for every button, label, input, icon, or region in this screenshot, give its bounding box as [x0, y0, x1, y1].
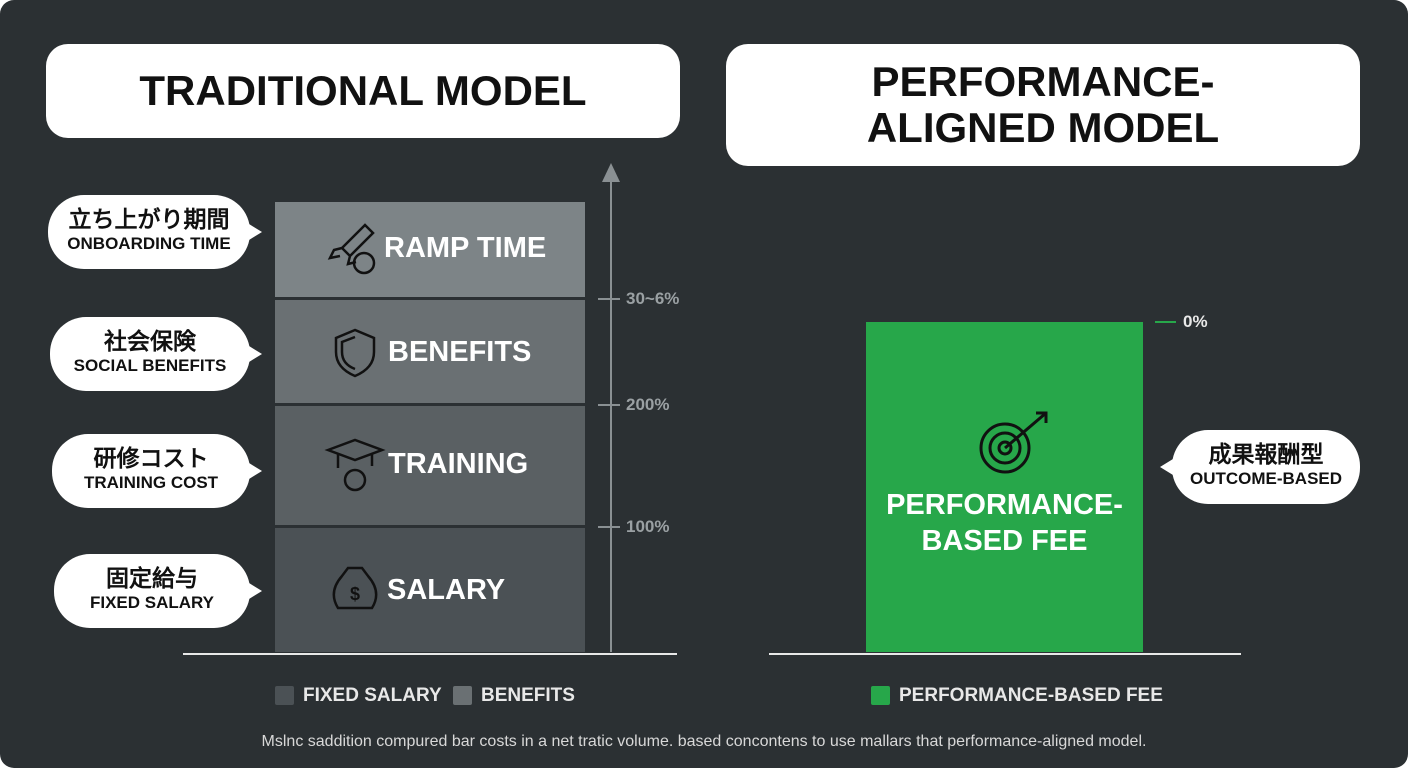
salary-block	[275, 528, 585, 652]
callout-ja: 社会保険	[104, 328, 196, 354]
icons: $	[324, 223, 386, 610]
footnote: Mslnc saddition compured bar costs in a …	[261, 733, 1147, 750]
right-title: PERFORMANCE-ALIGNED MODEL	[726, 44, 1360, 166]
dollar-icon: $	[350, 584, 360, 604]
callout-ja: 固定給与	[106, 565, 198, 591]
tick-label: 0%	[1183, 312, 1208, 331]
ramp-block	[275, 202, 585, 297]
block-label: RAMP TIME	[384, 232, 547, 264]
bag-icon	[332, 566, 378, 610]
callout-en: FIXED SALARY	[89, 593, 215, 612]
block-label: BENEFITS	[388, 336, 532, 368]
block-label: SALARY	[387, 574, 506, 606]
callout-ja: 成果報酬型	[1208, 441, 1324, 467]
callout: 社会保険 SOCIAL BENEFITS	[50, 317, 262, 391]
axis-arrow	[602, 163, 620, 182]
tick-label: 30~6%	[626, 289, 680, 308]
left-title: TRADITIONAL MODEL	[46, 44, 680, 138]
callout: 固定給与 FIXED SALARY	[54, 554, 262, 628]
legend-swatch	[871, 686, 890, 705]
callout-ja: 研修コスト	[93, 445, 209, 471]
callout-en: ONBOARDING TIME	[67, 234, 231, 253]
callout: 成果報酬型 OUTCOME-BASED	[1160, 430, 1360, 504]
target-icon	[979, 411, 1048, 474]
legend-swatch	[275, 686, 294, 705]
callout-en: OUTCOME-BASED	[1189, 469, 1343, 488]
shield-icon	[334, 328, 376, 378]
callout-ja: 立ち上がり期間	[68, 206, 230, 232]
bar-label: PERFORMANCE-BASED FEE	[886, 489, 1123, 557]
benefits-block	[275, 300, 585, 403]
callout-en: SOCIAL BENEFITS	[73, 356, 227, 375]
legend-label: PERFORMANCE-BASED FEE	[899, 685, 1163, 706]
legend-label: BENEFITS	[481, 685, 575, 706]
fee-bar	[866, 322, 1143, 652]
callout-en: TRAINING COST	[83, 473, 219, 492]
callout: 立ち上がり期間 ONBOARDING TIME	[48, 195, 262, 269]
block-label: TRAINING	[388, 448, 529, 480]
tick-label: 100%	[626, 517, 670, 536]
cap-icon	[324, 438, 386, 468]
legend-label: FIXED SALARY	[303, 685, 442, 706]
training-block	[275, 406, 585, 525]
clock-icon	[352, 251, 376, 275]
gear-icon	[343, 468, 367, 492]
legend-swatch	[453, 686, 472, 705]
callout: 研修コスト TRAINING COST	[52, 434, 262, 508]
tick-label: 200%	[626, 395, 670, 414]
